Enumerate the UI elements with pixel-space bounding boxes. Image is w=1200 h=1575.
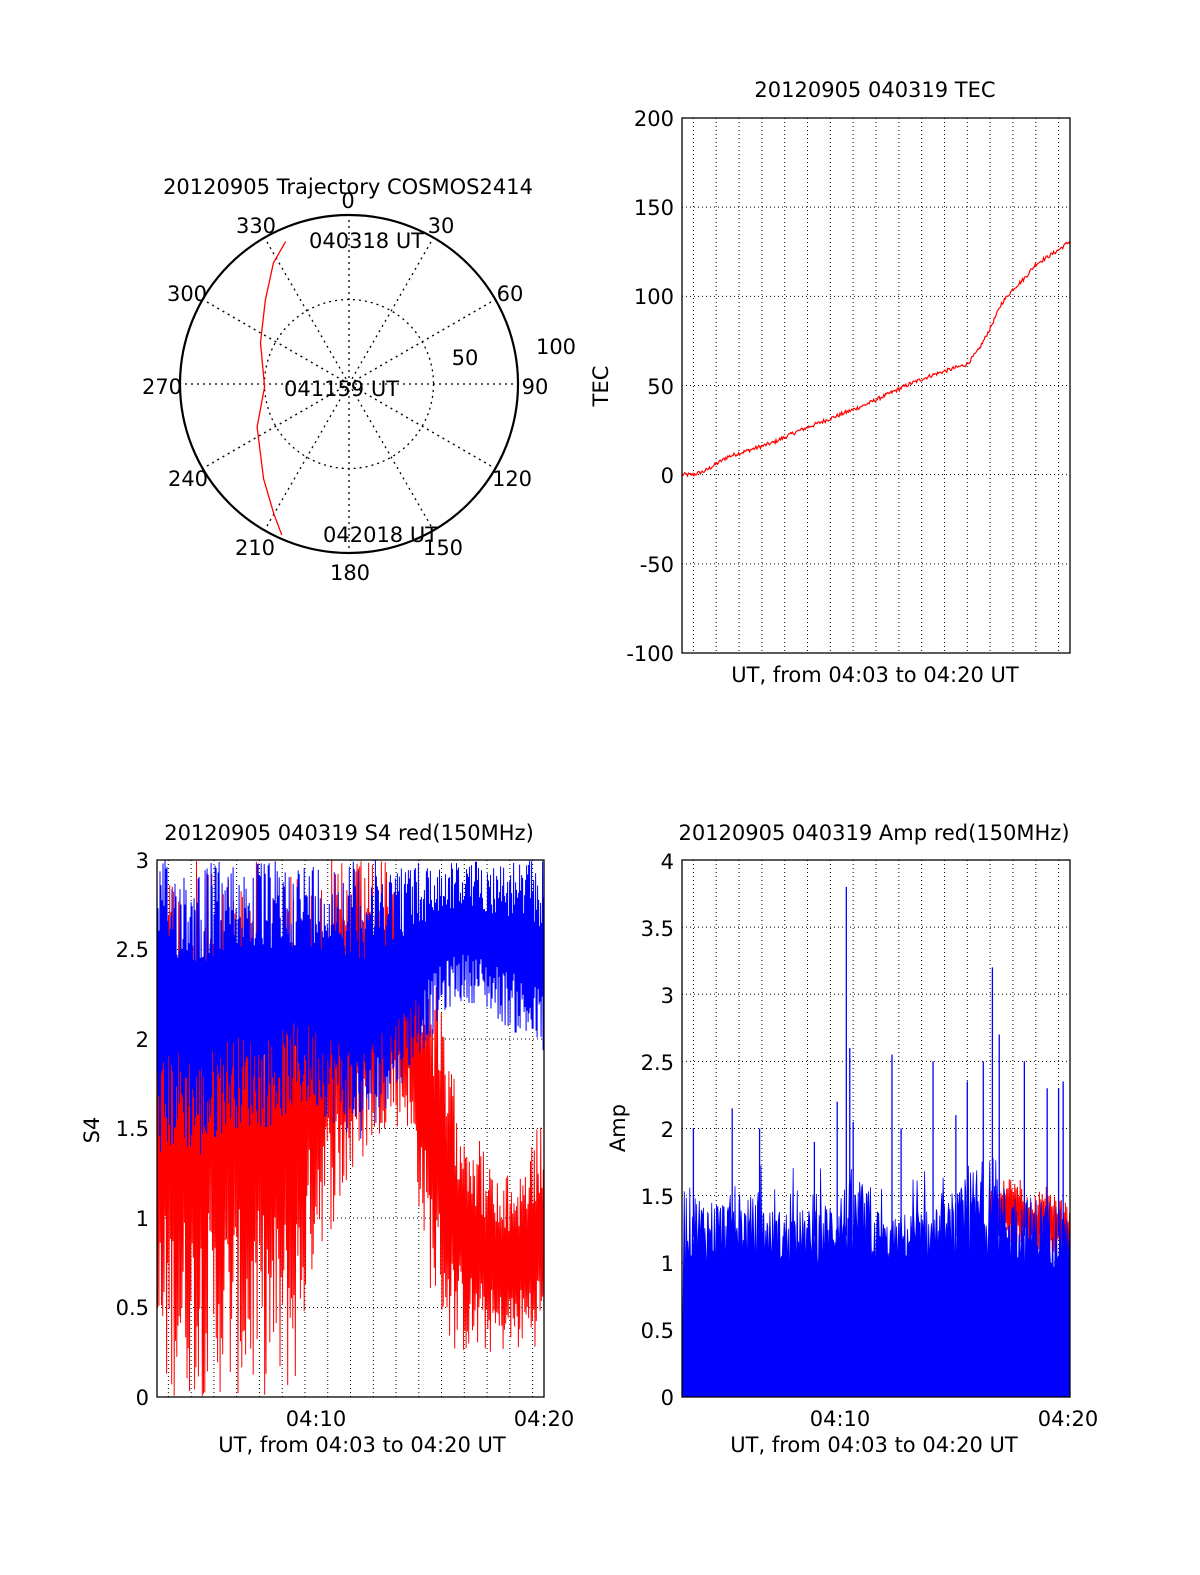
y-tick-label: 150: [634, 196, 674, 220]
polar-series-layer: [256, 241, 287, 536]
y-tick-label: 1: [661, 1252, 674, 1276]
amp-x-ticks: 04:10 04:20: [810, 1407, 1099, 1431]
polar-title: 20120905 Trajectory COSMOS2414: [163, 175, 533, 199]
polar-spoke: [348, 383, 435, 531]
y-tick-label: -100: [626, 642, 674, 666]
s4-x-ticks: 04:10 04:20: [286, 1407, 575, 1431]
y-tick-label: 3: [661, 984, 674, 1008]
azimuth-tick: 90: [522, 375, 549, 399]
amp-frame: [681, 859, 1071, 1398]
azimuth-tick: 180: [330, 561, 370, 585]
amp-xlabel: UT, from 04:03 to 04:20 UT: [730, 1433, 1018, 1457]
s4-blue-series: [156, 860, 545, 1155]
polar-annotations: 040318 UT 041159 UT 042018 UT: [284, 229, 438, 547]
y-tick-label: -50: [640, 553, 674, 577]
y-tick-label: 0.5: [116, 1296, 149, 1320]
x-tick-label: 04:10: [286, 1407, 347, 1431]
azimuth-tick: 30: [428, 214, 455, 238]
y-tick-label: 100: [634, 285, 674, 309]
y-tick-label: 3: [136, 849, 149, 873]
polar-spoke: [202, 298, 350, 385]
x-tick-label: 04:20: [514, 1407, 575, 1431]
amp-y-ticks: 4 3.5 3 2.5 2 1.5 1 0.5 0: [641, 850, 674, 1410]
tec-grid: [682, 118, 1070, 653]
y-tick-label: 1: [136, 1207, 149, 1231]
y-tick-label: 2: [661, 1118, 674, 1142]
azimuth-tick: 210: [235, 536, 275, 560]
tec-series-line: [681, 240, 1071, 478]
x-tick-label: 04:20: [1038, 1407, 1099, 1431]
y-tick-label: 4: [661, 850, 674, 874]
azimuth-tick: 150: [423, 536, 463, 560]
y-tick-label: 0: [661, 464, 674, 488]
y-tick-label: 200: [634, 107, 674, 131]
s4-ylabel: S4: [80, 1117, 104, 1144]
amp-blue-fill: [681, 1158, 1071, 1398]
azimuth-tick: 300: [167, 282, 207, 306]
tec-title: 20120905 040319 TEC: [754, 78, 995, 102]
polar-spoke: [263, 383, 350, 531]
polar-spoke: [202, 383, 350, 470]
x-tick-label: 04:10: [810, 1407, 871, 1431]
azimuth-tick: 270: [142, 375, 182, 399]
s4-series-layer: [156, 860, 545, 1397]
s4-y-ticks: 3 2.5 2 1.5 1 0.5 0: [116, 849, 149, 1410]
y-tick-label: 0.5: [641, 1319, 674, 1343]
annotation-start-time: 040318 UT: [309, 229, 424, 253]
s4-frame: [156, 859, 545, 1398]
tec-xlabel: UT, from 04:03 to 04:20 UT: [731, 663, 1019, 687]
annotation-end-time: 042018 UT: [323, 523, 438, 547]
amp-title: 20120905 040319 Amp red(150MHz): [678, 821, 1069, 845]
azimuth-tick: 0: [341, 189, 354, 213]
tec-plot: 20120905 040319 TEC 200 150 100 50 0 -50…: [589, 78, 1071, 687]
tec-frame: [681, 117, 1071, 654]
radial-tick: 100: [536, 335, 576, 359]
radial-tick: 50: [452, 346, 479, 370]
polar-spoke: [348, 383, 496, 470]
amp-plot: 20120905 040319 Amp red(150MHz) 4 3.5 3 …: [606, 821, 1098, 1457]
azimuth-tick: 240: [168, 467, 208, 491]
y-tick-label: 1.5: [116, 1117, 149, 1141]
s4-plot: 20120905 040319 S4 red(150MHz) 3 2.5 2 1…: [80, 821, 574, 1457]
azimuth-tick: 60: [497, 282, 524, 306]
tec-y-ticks: 200 150 100 50 0 -50 -100: [626, 107, 674, 666]
amp-ylabel: Amp: [606, 1104, 630, 1152]
polar-spoke: [348, 298, 496, 385]
trajectory-line: [256, 241, 287, 536]
y-tick-label: 1.5: [641, 1185, 674, 1209]
y-tick-label: 0: [136, 1386, 149, 1410]
s4-title: 20120905 040319 S4 red(150MHz): [164, 821, 534, 845]
polar-spoke: [348, 237, 435, 385]
y-tick-label: 0: [661, 1386, 674, 1410]
amp-series-layer: [681, 886, 1071, 1398]
polar-spoke: [263, 237, 350, 385]
polar-azimuth-ticks: 0 30 60 90 120 150 180 210 240 270 300 3…: [142, 189, 576, 585]
polar-trajectory-plot: 20120905 Trajectory COSMOS2414 0 30 60 9…: [142, 175, 576, 585]
y-tick-label: 2.5: [641, 1051, 674, 1075]
y-tick-label: 3.5: [641, 917, 674, 941]
tec-series-layer: [681, 240, 1071, 478]
annotation-mid-time: 041159 UT: [284, 377, 399, 401]
s4-xlabel: UT, from 04:03 to 04:20 UT: [218, 1433, 506, 1457]
y-tick-label: 2: [136, 1028, 149, 1052]
y-tick-label: 2.5: [116, 938, 149, 962]
azimuth-tick: 330: [236, 214, 276, 238]
tec-ylabel: TEC: [589, 366, 613, 408]
azimuth-tick: 120: [492, 467, 532, 491]
y-tick-label: 50: [647, 375, 674, 399]
